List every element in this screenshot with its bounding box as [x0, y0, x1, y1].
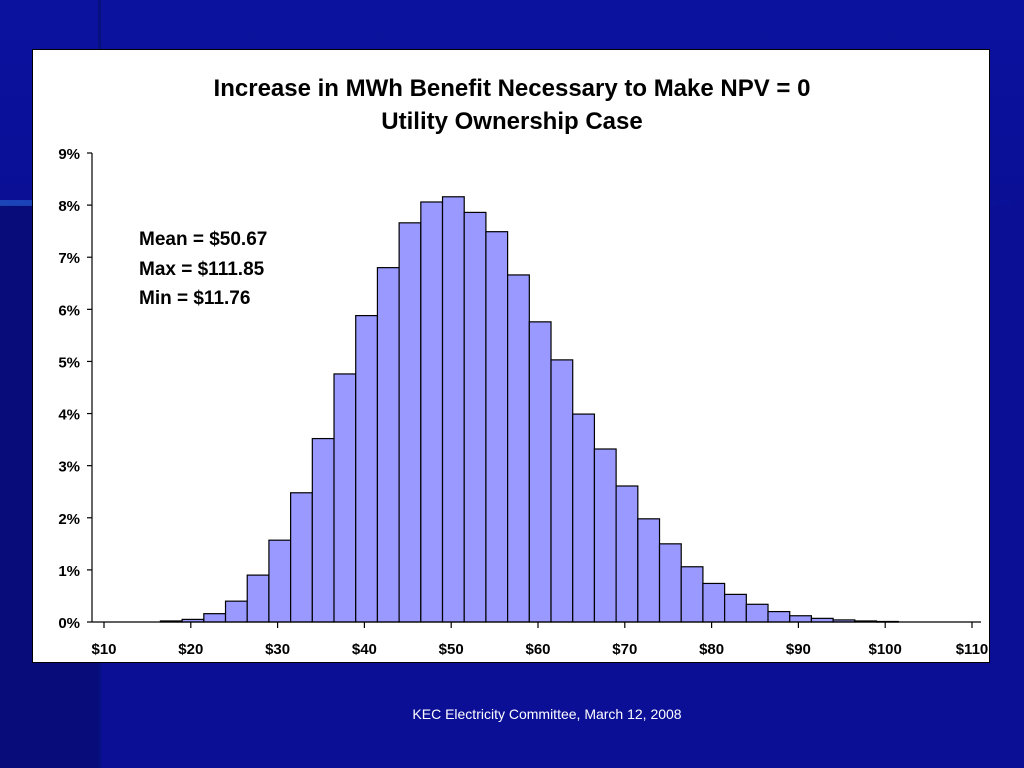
y-tick-label: 1% — [58, 563, 80, 580]
histogram-bar — [745, 603, 769, 623]
bars-group — [159, 196, 899, 623]
histogram-bar — [485, 231, 509, 623]
histogram-bar — [311, 437, 335, 623]
histogram-bar — [550, 359, 574, 623]
y-tick-label: 6% — [58, 302, 80, 319]
histogram-bar — [441, 196, 465, 623]
histogram-bar — [680, 566, 704, 623]
x-tick-label: $20 — [178, 641, 203, 658]
histogram-bar — [702, 582, 726, 623]
histogram-bar — [203, 613, 227, 623]
slide-footer: KEC Electricity Committee, March 12, 200… — [412, 706, 682, 722]
histogram-bar — [593, 448, 617, 623]
histogram-bar — [724, 593, 747, 623]
histogram-chart: 0% 1% 2% 3% 4% 5% 6% 7% 8% 9% $10 $20 $30 $40 $50 $60 $7… — [58, 146, 988, 658]
stat-mean: Mean = $50.67 — [139, 229, 268, 250]
x-tick-label: $60 — [525, 641, 550, 658]
y-tick-label: 9% — [58, 146, 80, 163]
histogram-bar — [463, 211, 487, 623]
histogram-bar — [290, 492, 313, 623]
x-tick-label: $40 — [352, 641, 377, 658]
x-tick-label: $80 — [699, 641, 724, 658]
histogram-bar — [528, 321, 552, 623]
x-tick-label: $100 — [869, 641, 902, 658]
histogram-bar — [224, 600, 248, 623]
x-tick-label: $50 — [439, 641, 464, 658]
histogram-bar — [658, 543, 682, 623]
axes-group: 0% 1% 2% 3% 4% 5% 6% 7% 8% 9% $10 $20 $30 $40 $50 $60 $7… — [58, 146, 988, 658]
histogram-bar — [615, 485, 639, 623]
histogram-bar — [572, 413, 596, 623]
y-tick-label: 8% — [58, 198, 80, 215]
histogram-bar — [789, 615, 813, 623]
chart-title: Increase in MWh Benefit Necessary to Mak… — [33, 72, 991, 138]
histogram-bar — [398, 222, 422, 623]
chart-panel: 0% 1% 2% 3% 4% 5% 6% 7% 8% 9% $10 $20 $30 $40 $50 $60 $7… — [32, 49, 990, 663]
y-tick-label: 5% — [58, 354, 80, 371]
chart-title-line1: Increase in MWh Benefit Necessary to Mak… — [213, 75, 811, 102]
x-tick-label: $90 — [786, 641, 811, 658]
histogram-bar — [637, 518, 661, 623]
y-tick-label: 7% — [58, 250, 80, 267]
y-tick-label: 4% — [58, 407, 80, 424]
y-tick-label: 2% — [58, 511, 80, 528]
y-tick-label: 0% — [58, 615, 80, 632]
histogram-bar — [376, 267, 400, 623]
chart-title-line2: Utility Ownership Case — [381, 108, 643, 135]
histogram-bar — [767, 610, 791, 623]
histogram-bar — [420, 201, 444, 623]
stat-min: Min = $11.76 — [139, 288, 251, 309]
x-tick-label: $70 — [612, 641, 637, 658]
y-tick-label: 3% — [58, 459, 80, 476]
histogram-bar — [246, 574, 270, 623]
histogram-bar — [268, 539, 292, 623]
histogram-bar — [507, 274, 530, 623]
stat-max: Max = $111.85 — [139, 258, 265, 280]
stats-box: Mean = $50.67 Max = $111.85 Min = $11.76 — [139, 225, 267, 314]
x-tick-label: $10 — [91, 641, 116, 658]
histogram-bar — [355, 314, 379, 623]
histogram-bar — [333, 373, 357, 623]
x-tick-label: $110 — [956, 641, 989, 658]
x-tick-label: $30 — [265, 641, 290, 658]
